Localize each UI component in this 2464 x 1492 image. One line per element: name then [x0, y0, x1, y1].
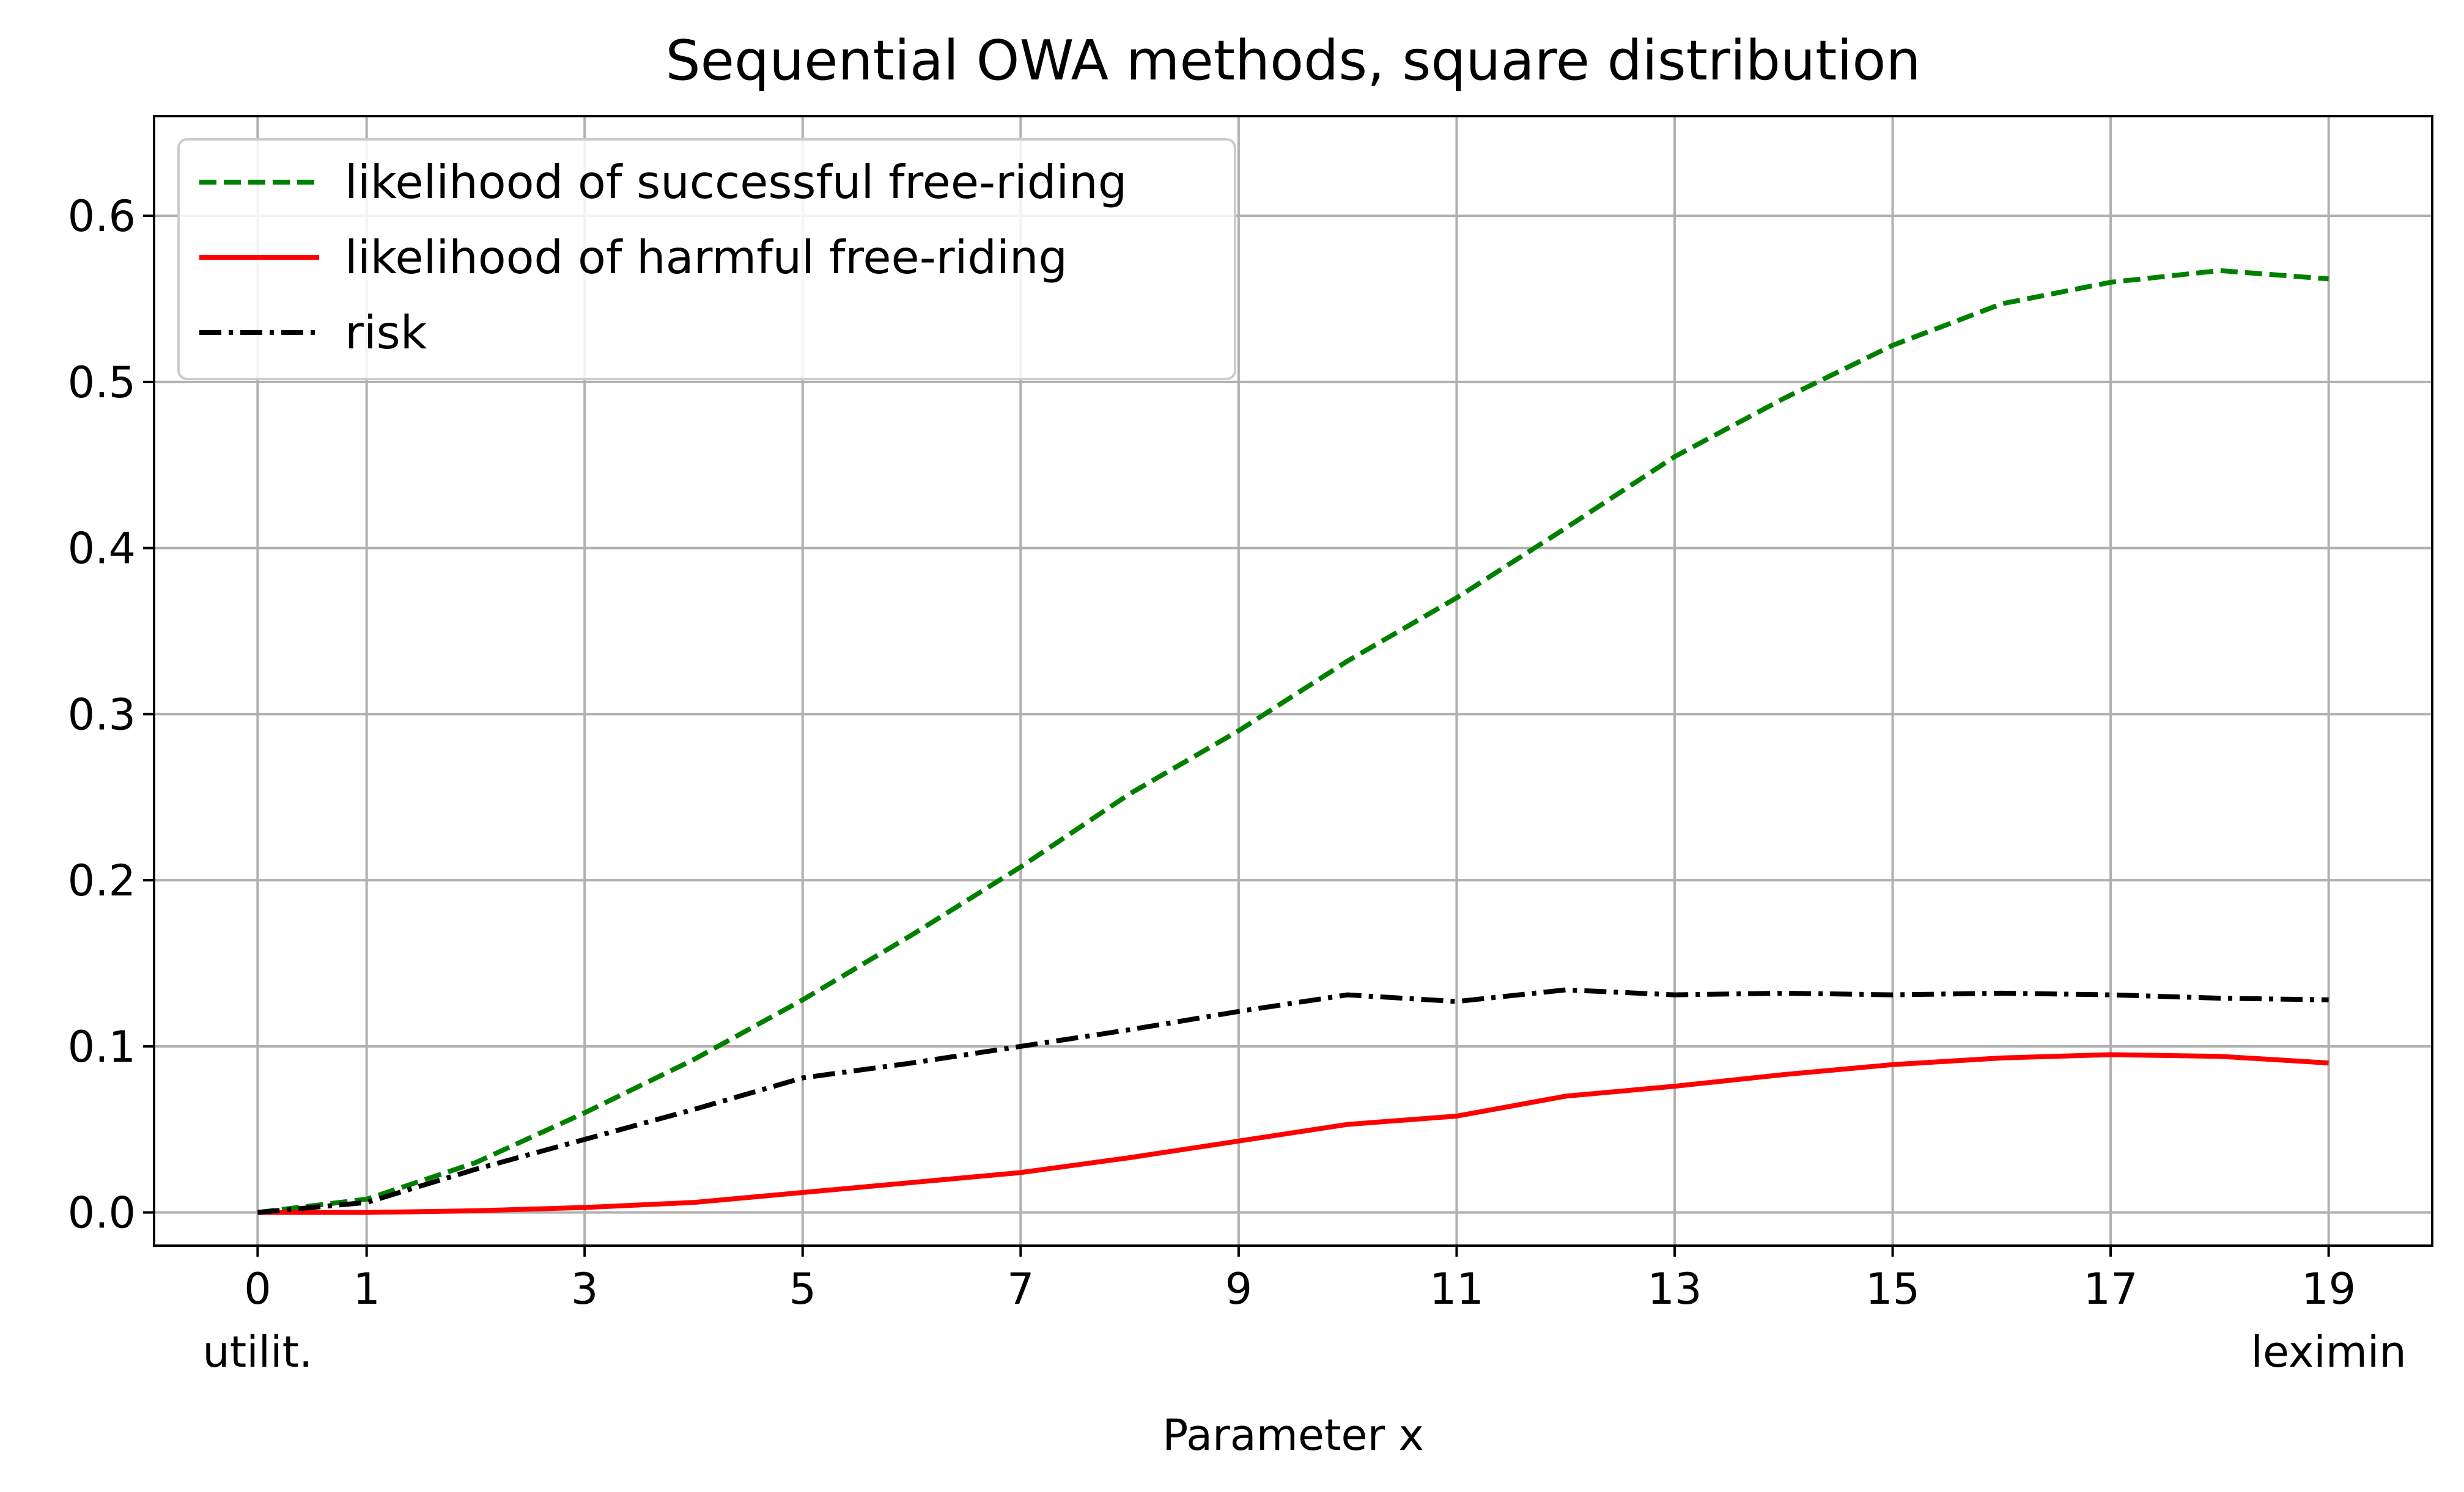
x-axis-label: Parameter x	[1162, 1410, 1424, 1460]
y-tick-label: 0.0	[68, 1188, 136, 1238]
y-tick-label: 0.2	[68, 856, 136, 906]
y-tick-label: 0.6	[68, 191, 136, 241]
x-tick-sublabel: leximin	[2251, 1327, 2407, 1377]
x-tick-label: 1	[353, 1264, 380, 1314]
x-tick-label: 19	[2301, 1264, 2356, 1314]
y-tick-label: 0.1	[68, 1022, 136, 1072]
x-tick-label: 7	[1007, 1264, 1035, 1314]
grid	[154, 116, 2432, 1246]
chart-title: Sequential OWA methods, square distribut…	[666, 29, 1921, 93]
y-axis-ticks: 0.0 0.1 0.2 0.3 0.4 0.5 0.6	[68, 191, 154, 1238]
series-line-3	[257, 987, 2329, 1215]
x-tick-label: 11	[1429, 1264, 1484, 1314]
y-tick-label: 0.5	[68, 358, 136, 408]
plot-frame	[153, 115, 2433, 1247]
legend-box	[177, 138, 1236, 380]
x-tick-label: 17	[2084, 1264, 2138, 1314]
y-tick-label: 0.4	[68, 524, 136, 574]
series-line-1	[257, 268, 2329, 1215]
y-tick-label: 0.3	[68, 689, 136, 740]
x-tick-label: 9	[1225, 1264, 1253, 1314]
x-tick-label: 0	[244, 1264, 271, 1314]
legend-label-3: risk	[345, 306, 427, 359]
x-tick-sublabel: utilit.	[202, 1327, 312, 1377]
x-tick-label: 15	[1865, 1264, 1920, 1314]
legend: likelihood of successful free-riding like…	[177, 138, 1236, 380]
legend-label-1: likelihood of successful free-riding	[345, 155, 1127, 209]
series-line-2	[257, 1052, 2329, 1215]
legend-label-2: likelihood of harmful free-riding	[345, 230, 1068, 284]
x-tick-label: 5	[789, 1264, 816, 1314]
series-lines	[257, 268, 2329, 1215]
x-tick-label: 3	[571, 1264, 599, 1314]
x-tick-label: 13	[1647, 1264, 1702, 1314]
